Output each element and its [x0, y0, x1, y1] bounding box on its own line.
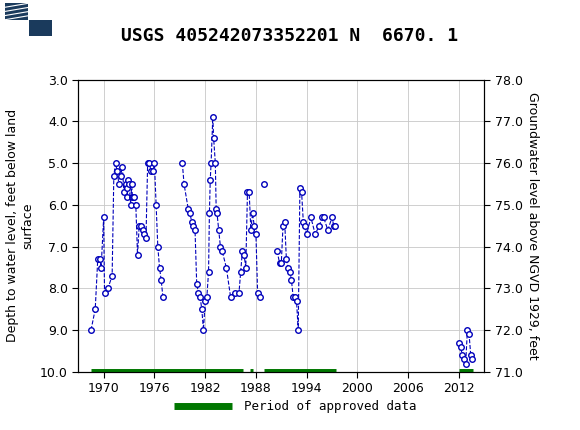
Y-axis label: Groundwater level above NGVD 1929, feet: Groundwater level above NGVD 1929, feet	[527, 92, 539, 359]
Bar	[29, 20, 52, 37]
Text: USGS: USGS	[67, 11, 122, 29]
Text: Period of approved data: Period of approved data	[244, 400, 416, 413]
Text: USGS 405242073352201 N  6670. 1: USGS 405242073352201 N 6670. 1	[121, 27, 459, 45]
Bar	[5, 3, 54, 37]
Y-axis label: Depth to water level, feet below land
surface: Depth to water level, feet below land su…	[6, 109, 34, 342]
Text: USGS: USGS	[60, 12, 107, 27]
Bar	[5, 3, 28, 20]
